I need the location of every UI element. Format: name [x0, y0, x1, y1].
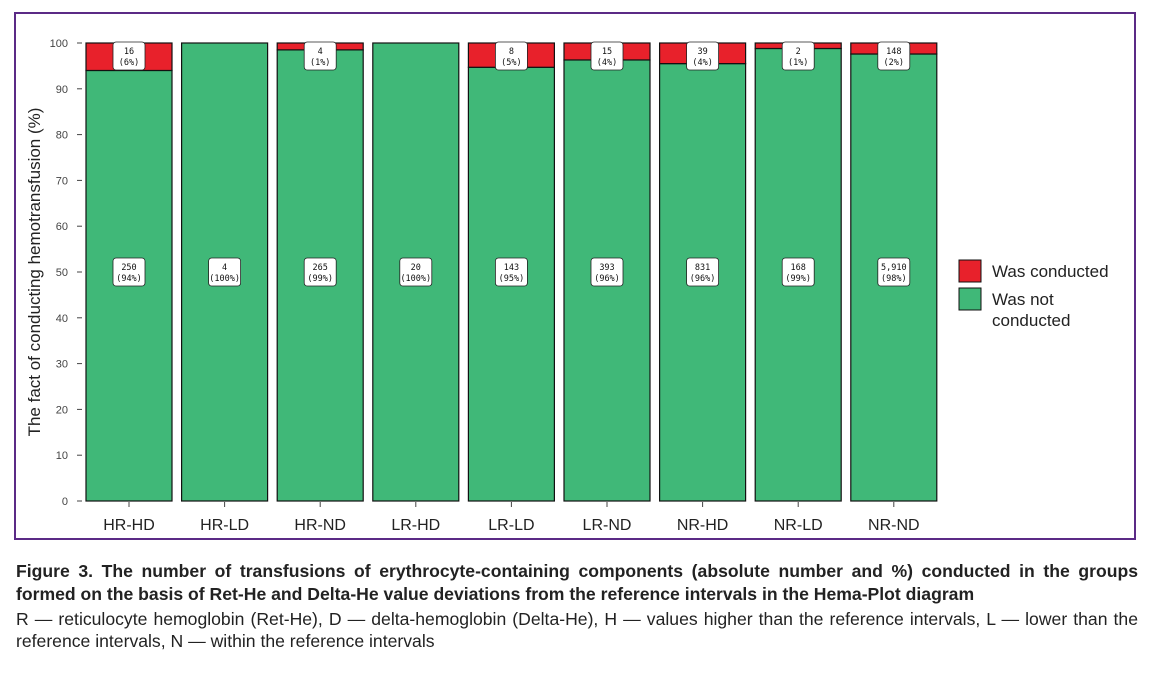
label-was-conducted-percent: (4%)	[692, 58, 712, 68]
label-was-conducted-box	[686, 41, 719, 71]
label-was-conducted-count: 15	[602, 47, 612, 57]
legend-label-was-not-conducted: Was not conducted	[992, 290, 1070, 330]
x-tick-label: NR-HD	[677, 517, 729, 534]
x-tick-label: HR-LD	[200, 517, 249, 534]
x-tick-label: NR-ND	[868, 517, 920, 534]
label-was-not-conducted-percent: (95%)	[499, 274, 525, 284]
label-was-not-conducted-count: 250	[121, 263, 136, 273]
y-tick-label: 80	[56, 130, 68, 142]
label-was-not-conducted-count: 143	[504, 263, 519, 273]
y-tick-label: 10	[56, 450, 68, 462]
label-was-not-conducted-count: 4	[222, 263, 227, 273]
x-tick-label: NR-LD	[774, 517, 823, 534]
label-was-conducted-box	[303, 41, 337, 71]
label-was-not-conducted-box	[208, 257, 242, 287]
label-was-not-conducted-box	[303, 257, 337, 287]
label-was-not-conducted-count: 393	[599, 263, 614, 273]
y-tick-label: 20	[56, 404, 68, 416]
label-was-not-conducted-box	[877, 257, 911, 287]
y-tick-label: 30	[56, 359, 68, 371]
label-was-not-conducted-count: 831	[695, 263, 710, 273]
label-was-conducted-box	[877, 41, 911, 71]
label-was-not-conducted-count: 168	[791, 263, 806, 273]
y-tick-label: 60	[56, 221, 68, 233]
label-was-not-conducted-percent: (99%)	[307, 274, 333, 284]
caption-body: R — reticulocyte hemoglobin (Ret-He), D …	[16, 609, 1138, 651]
label-was-not-conducted-count: 265	[313, 263, 328, 273]
y-tick-label: 70	[56, 175, 68, 187]
x-tick-label: HR-ND	[294, 517, 346, 534]
x-tick-label: HR-HD	[103, 517, 155, 534]
label-was-conducted-box	[494, 41, 528, 71]
label-was-not-conducted-percent: (96%)	[690, 274, 716, 284]
y-tick-label: 50	[56, 267, 68, 279]
label-was-conducted-box	[112, 41, 146, 71]
label-was-conducted-percent: (2%)	[884, 58, 904, 68]
x-tick-label: LR-HD	[391, 517, 440, 534]
label-was-not-conducted-box	[781, 257, 815, 287]
label-was-conducted-count: 148	[886, 47, 901, 57]
x-tick-label: LR-LD	[488, 517, 534, 534]
legend-swatch-was-not-conducted	[958, 287, 982, 311]
label-was-not-conducted-box	[399, 257, 433, 287]
chart-frame: 0 10 20 30 40 50 60 70 80 90 100 The fact of conduc…	[14, 12, 1136, 540]
label-was-not-conducted-percent: (99%)	[785, 274, 811, 284]
label-was-not-conducted-box	[590, 257, 624, 287]
label-was-conducted-count: 8	[509, 47, 514, 57]
figure-caption: Figure 3. The number of transfusions of …	[16, 560, 1138, 652]
label-was-not-conducted-box	[494, 257, 528, 287]
label-was-conducted-percent: (4%)	[597, 58, 617, 68]
label-was-not-conducted-percent: (100%)	[209, 274, 240, 284]
stacked-bar-chart: 0 10 20 30 40 50 60 70 80 90 100 The fact of conduc…	[25, 38, 1109, 534]
label-was-not-conducted-box	[686, 257, 719, 287]
label-was-conducted-percent: (5%)	[501, 58, 521, 68]
label-was-conducted-count: 2	[796, 47, 801, 57]
y-tick-label: 0	[62, 496, 68, 508]
legend-swatch-was-conducted	[958, 259, 982, 283]
label-was-not-conducted-percent: (96%)	[594, 274, 620, 284]
label-was-not-conducted-count: 5,910	[881, 263, 907, 273]
y-axis-title: The fact of conducting hemotransfusion (…	[25, 108, 44, 437]
caption-title: Figure 3. The number of transfusions of …	[16, 561, 1138, 604]
label-was-not-conducted-box	[112, 257, 146, 287]
label-was-conducted-count: 39	[697, 47, 707, 57]
label-was-not-conducted-count: 20	[411, 263, 421, 273]
label-was-not-conducted-percent: (94%)	[116, 274, 142, 284]
label-was-not-conducted-percent: (98%)	[881, 274, 907, 284]
y-tick-label: 90	[56, 84, 68, 96]
label-was-conducted-box	[781, 41, 815, 71]
label-was-conducted-count: 16	[124, 47, 134, 57]
y-tick-label: 100	[50, 38, 68, 50]
x-tick-label: LR-ND	[583, 517, 632, 534]
label-was-conducted-count: 4	[318, 47, 323, 57]
label-was-conducted-percent: (1%)	[310, 58, 330, 68]
legend-label-was-conducted: Was conducted	[992, 262, 1109, 281]
label-was-conducted-percent: (6%)	[119, 58, 139, 68]
label-was-not-conducted-percent: (100%)	[400, 274, 431, 284]
label-was-conducted-box	[590, 41, 624, 71]
y-tick-label: 40	[56, 313, 68, 325]
label-was-conducted-percent: (1%)	[788, 58, 808, 68]
